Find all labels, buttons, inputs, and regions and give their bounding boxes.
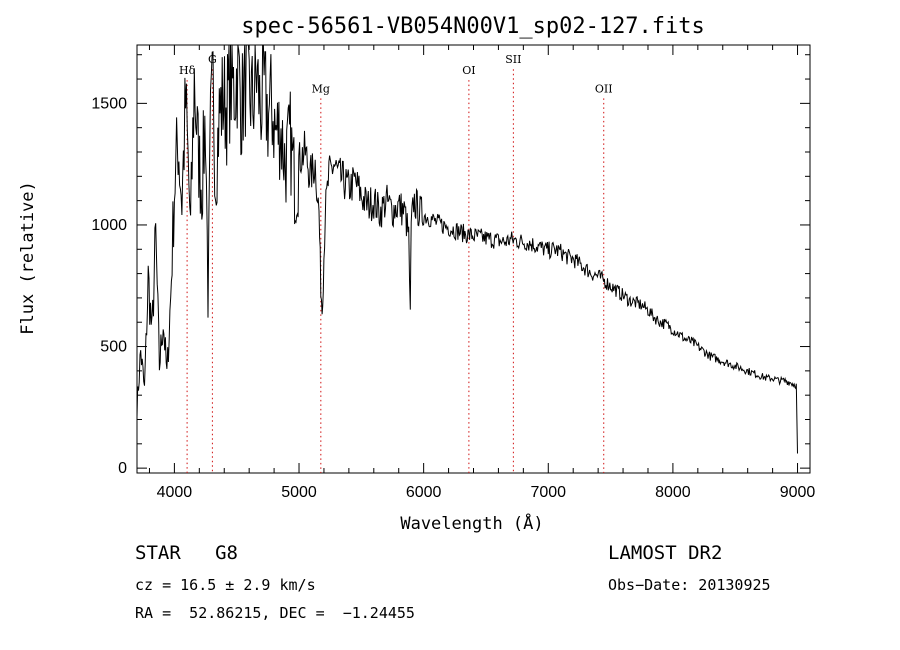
plot-frame xyxy=(136,44,811,474)
x-tick-label: 7000 xyxy=(530,484,566,501)
spectrum-plot: spec-56561-VB054N00V1_sp02-127.fits 4000… xyxy=(18,14,816,534)
object-class: STAR G8 xyxy=(135,542,238,564)
chart-title: spec-56561-VB054N00V1_sp02-127.fits xyxy=(241,14,705,39)
redshift-value: cz = 16.5 ± 2.9 km/s xyxy=(135,576,316,594)
y-tick-label: 500 xyxy=(100,339,127,356)
line-marker-label: OII xyxy=(595,82,613,95)
spectrum-series xyxy=(136,44,798,454)
line-marker-label: Mg xyxy=(312,82,330,95)
x-tick-label: 6000 xyxy=(406,484,442,501)
y-tick-label: 1000 xyxy=(91,217,127,234)
x-tick-label: 5000 xyxy=(281,484,317,501)
observation-date: Obs−Date: 20130925 xyxy=(608,576,771,594)
y-tick-label: 1500 xyxy=(91,95,127,112)
x-axis-label: Wavelength (Å) xyxy=(400,512,543,534)
line-marker-label: OI xyxy=(462,64,475,77)
plot-axes: 4000 5000 6000 7000 8000 9000 0 500 1000 1500 xyxy=(91,44,816,501)
survey-name: LAMOST DR2 xyxy=(608,542,723,564)
line-marker-label: Hδ xyxy=(179,64,196,77)
coordinates: RA = 52.86215, DEC = −1.24455 xyxy=(135,604,415,622)
y-axis-label: Flux (relative) xyxy=(18,181,38,335)
spectrum-line xyxy=(136,44,798,454)
y-tick-label: 0 xyxy=(118,460,127,477)
x-tick-label: 8000 xyxy=(655,484,691,501)
x-tick-label: 4000 xyxy=(157,484,193,501)
x-tick-label: 9000 xyxy=(780,484,816,501)
line-marker-label: SII xyxy=(505,53,521,66)
